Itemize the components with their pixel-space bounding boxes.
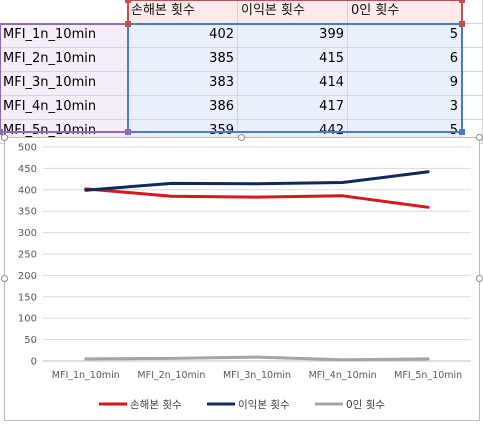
- series-line: [84, 170, 430, 192]
- y-tick-label: 450: [18, 164, 37, 175]
- y-tick-label: 300: [18, 228, 37, 239]
- y-tick-label: 0: [31, 357, 37, 368]
- range-handle[interactable]: [459, 129, 465, 135]
- range-handle[interactable]: [0, 129, 3, 135]
- range-handle[interactable]: [459, 21, 465, 27]
- row-label-cell[interactable]: MFI_3n_10min: [0, 72, 128, 96]
- x-tick-label: MFI_3n_10min: [223, 370, 291, 381]
- y-tick-label: 250: [18, 250, 37, 261]
- value-cell[interactable]: 417: [238, 96, 348, 120]
- x-tick-label: MFI_4n_10min: [309, 370, 377, 381]
- x-tick-label: MFI_2n_10min: [137, 370, 205, 381]
- chart-svg: 0 50 100 150 200 250 300 350 400 450 500 MFI_1n_10m…: [18, 143, 471, 411]
- chart-resize-handle-top-middle[interactable]: [238, 134, 245, 141]
- empty-cell[interactable]: [462, 48, 483, 72]
- x-tick-label: MFI_5n_10min: [394, 370, 462, 381]
- header-cell[interactable]: 0인 횟수: [348, 0, 462, 24]
- empty-cell[interactable]: [462, 0, 483, 24]
- range-handle[interactable]: [459, 0, 465, 3]
- x-tick-label: MFI_1n_10min: [52, 370, 120, 381]
- value-cell[interactable]: 6: [348, 48, 462, 72]
- line-chart[interactable]: 0 50 100 150 200 250 300 350 400 450 500 MFI_1n_10m…: [4, 137, 480, 421]
- y-tick-label: 350: [18, 207, 37, 218]
- series-line: [84, 355, 430, 362]
- value-cell[interactable]: 5: [348, 24, 462, 48]
- value-cell[interactable]: 415: [238, 48, 348, 72]
- empty-cell[interactable]: [462, 72, 483, 96]
- value-cell[interactable]: 386: [128, 96, 238, 120]
- y-tick-label: 200: [18, 271, 37, 282]
- value-cell[interactable]: 402: [128, 24, 238, 48]
- value-cell[interactable]: 3: [348, 96, 462, 120]
- range-handle[interactable]: [125, 21, 131, 27]
- chart-resize-handle-middle-left[interactable]: [1, 275, 8, 282]
- legend-label: 0인 횟수: [346, 399, 385, 411]
- empty-cell[interactable]: [462, 96, 483, 120]
- row-label-cell[interactable]: MFI_2n_10min: [0, 48, 128, 72]
- y-tick-label: 50: [24, 335, 37, 346]
- header-cell[interactable]: 손해본 횟수: [128, 0, 238, 24]
- range-handle[interactable]: [125, 0, 131, 3]
- range-handle[interactable]: [125, 129, 131, 135]
- value-cell[interactable]: 383: [128, 72, 238, 96]
- legend-label: 이익본 횟수: [238, 399, 290, 411]
- row-label-cell[interactable]: MFI_1n_10min: [0, 24, 128, 48]
- y-tick-label: 500: [18, 143, 37, 154]
- chart-resize-handle-middle-right[interactable]: [476, 275, 483, 282]
- legend-label: 손해본 횟수: [130, 398, 182, 411]
- row-label-cell[interactable]: MFI_4n_10min: [0, 96, 128, 120]
- header-cell[interactable]: 이익본 횟수: [238, 0, 348, 24]
- value-cell[interactable]: 385: [128, 48, 238, 72]
- y-tick-label: 150: [18, 292, 37, 303]
- empty-cell[interactable]: [462, 24, 483, 48]
- chart-resize-handle-top-left[interactable]: [1, 134, 8, 141]
- series-line: [84, 187, 430, 209]
- chart-resize-handle-top-right[interactable]: [476, 134, 483, 141]
- value-cell[interactable]: 414: [238, 72, 348, 96]
- value-cell[interactable]: 399: [238, 24, 348, 48]
- corner-cell[interactable]: [0, 0, 128, 24]
- y-tick-label: 100: [18, 314, 37, 325]
- value-cell[interactable]: 9: [348, 72, 462, 96]
- y-tick-label: 400: [18, 185, 37, 196]
